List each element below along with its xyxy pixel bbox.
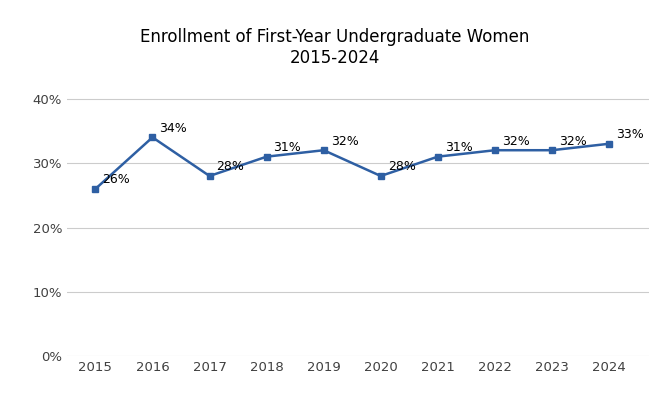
Text: 32%: 32% — [559, 135, 587, 148]
Text: 2015-2024: 2015-2024 — [289, 49, 380, 66]
Text: 26%: 26% — [102, 173, 130, 186]
Text: 31%: 31% — [274, 141, 301, 154]
Text: 28%: 28% — [387, 160, 415, 173]
Text: 32%: 32% — [330, 135, 359, 148]
Text: 33%: 33% — [616, 128, 644, 141]
Text: 32%: 32% — [502, 135, 530, 148]
Text: 31%: 31% — [445, 141, 472, 154]
Text: 28%: 28% — [217, 160, 244, 173]
Text: Enrollment of First-Year Undergraduate Women: Enrollment of First-Year Undergraduate W… — [140, 28, 529, 46]
Text: 34%: 34% — [159, 122, 187, 135]
